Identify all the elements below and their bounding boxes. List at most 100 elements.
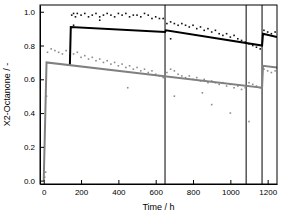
tick: 800 [187,180,201,197]
y-axis: 0.0 0.2 0.4 0.6 0.8 1.0 [24,6,44,186]
axis-line [40,6,41,185]
point [136,67,138,69]
marks [44,5,277,184]
line [70,27,277,66]
point [73,13,75,15]
tick-label: 0.4 [24,109,36,118]
tick-label: 0.2 [24,143,36,152]
point [62,53,64,55]
point [99,58,101,60]
point [181,23,183,25]
tick: 0.0 [24,177,44,186]
tick-mark [40,181,44,182]
point [188,26,190,28]
x-axis: 0 200 400 600 800 1000 1200 [41,180,278,197]
point [95,60,97,62]
point [200,26,202,28]
tick: 600 [150,180,164,197]
point [244,87,246,89]
axis-line [41,184,278,185]
point [241,40,243,42]
point [151,70,153,72]
tick-mark [118,180,119,184]
tick: 0.8 [24,42,44,51]
point [256,46,258,48]
tick-label: 1000 [222,188,240,197]
point [202,92,204,94]
point [207,28,209,30]
point [77,51,79,53]
point [47,51,49,53]
point [140,70,142,72]
point [88,16,90,18]
point [95,13,97,15]
point [133,14,135,16]
point [151,18,153,20]
point [271,72,273,74]
point [174,70,176,72]
y-axis-title: X2-Octanone / - [2,63,12,127]
tick-label: 400 [112,188,126,197]
point [274,70,276,72]
point [226,85,228,87]
tick-label: 1.0 [24,8,36,17]
point [174,23,176,25]
point [263,30,265,32]
tick: 400 [112,180,126,197]
point [196,28,198,30]
point [84,13,86,15]
point [99,19,101,21]
tick-mark [40,113,44,114]
point [170,38,172,40]
point [80,14,82,16]
tick-mark [268,180,269,184]
point [106,13,108,15]
point [125,67,127,69]
point [73,53,75,55]
tick-label: 1200 [259,188,277,197]
point [274,31,276,33]
point [144,68,146,70]
point [91,14,93,16]
tick-label: 0.8 [24,42,36,51]
point [65,50,67,52]
point [222,35,224,37]
point [230,36,232,38]
tick: 0 [42,180,47,197]
point [233,35,235,37]
point [192,24,194,26]
point [166,23,168,25]
point [118,13,120,15]
point [71,14,73,16]
tick-label: 600 [150,188,164,197]
point [159,18,161,20]
point [77,13,79,15]
point [91,57,93,59]
tick-label: 0 [42,188,47,197]
point [162,18,164,20]
tick-mark [230,180,231,184]
point [226,33,228,35]
point [248,121,250,123]
point [174,95,176,97]
point [103,14,105,16]
frame [40,5,277,184]
point [218,33,220,35]
tick-mark [156,180,157,184]
point [73,24,75,26]
tick: 200 [75,180,89,197]
point [267,70,269,72]
point [181,75,183,77]
tick-mark [44,180,45,184]
point [129,16,131,18]
point [196,77,198,79]
point [155,16,157,18]
x-axis-title: Time / h [142,202,174,212]
point [121,14,123,16]
tick-label: 0.6 [24,75,36,84]
point [203,79,205,81]
point [211,31,213,33]
vertical-line [261,5,263,184]
tick-label: 200 [75,188,89,197]
point [133,68,135,70]
